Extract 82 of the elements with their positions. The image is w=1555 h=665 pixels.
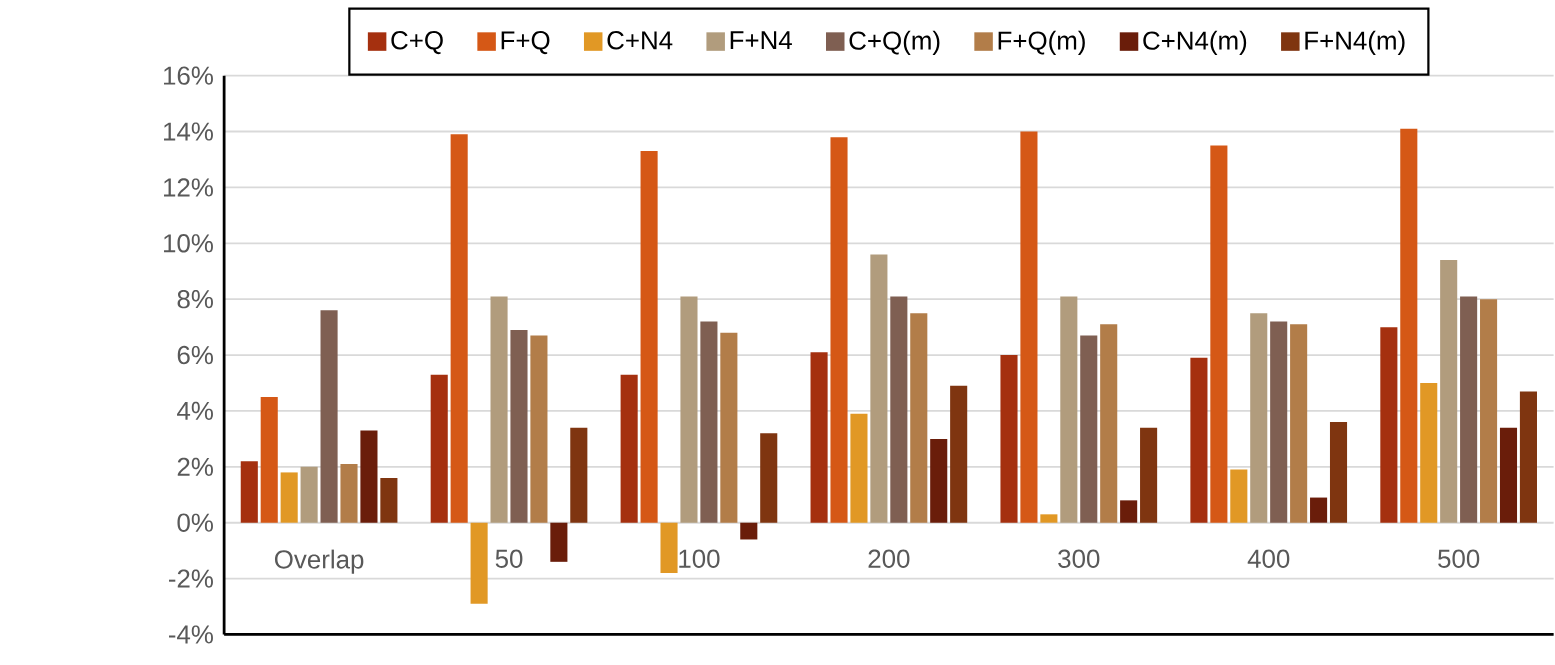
bar [680,296,698,523]
bar [1329,422,1348,523]
y-tick-label: -4% [168,625,213,644]
bar [870,254,888,523]
y-tick-label: 0% [177,513,213,532]
bar [950,385,968,523]
bar [280,472,298,523]
bar [1380,327,1398,523]
bar [1060,296,1078,523]
bar [720,332,738,523]
bar [1290,324,1308,523]
bar [890,296,908,523]
bar [830,137,848,523]
bar [1120,500,1138,523]
bar [1460,296,1478,523]
bar [1270,321,1288,523]
legend-label: C+N4(m) [1143,30,1247,55]
x-tick-label: 200 [868,549,910,568]
x-tick-label: 100 [679,549,720,568]
bar [1250,313,1268,523]
bar [640,151,658,523]
bar [570,427,588,523]
bar [1100,324,1118,523]
bar [490,296,508,523]
bar [1040,514,1058,523]
bar [260,396,278,523]
bar [1310,497,1328,523]
bar [1210,145,1228,523]
bar [1480,299,1498,523]
y-tick-label: 12% [164,178,213,197]
bar [1080,335,1098,523]
x-tick-label: 300 [1058,549,1100,568]
bar [1499,427,1518,523]
bar [760,433,778,523]
bar [1230,469,1248,523]
legend-label: F+N4(m) [1305,30,1405,55]
x-tick-label: Overlap [274,549,364,574]
bar [340,463,358,523]
x-tick-label: 400 [1247,549,1290,568]
bar [620,374,638,523]
bar [240,461,258,523]
legend-label: F+Q [501,31,550,55]
bar [910,313,928,523]
bar [550,522,568,562]
bar [930,438,948,523]
bar [1000,354,1018,523]
bar [300,466,318,523]
bar [320,310,338,523]
bar [740,522,758,540]
x-tick-label: 50 [495,549,523,568]
bar [850,413,868,523]
bar [1190,357,1208,523]
legend-label: C+Q(m) [849,30,940,55]
legend-label: F+N4 [730,31,792,49]
bar [430,374,448,523]
bar [470,522,488,604]
bar [450,134,468,523]
bar [1020,131,1038,523]
bar [1400,128,1418,523]
bar [1420,382,1438,523]
y-tick-label: 6% [177,345,213,365]
bar [510,329,528,523]
bar [1440,259,1458,523]
x-tick-label: 500 [1438,549,1480,568]
y-tick-label: 10% [164,234,213,253]
y-tick-label: 8% [177,289,213,309]
bar [810,352,828,523]
y-tick-label: 14% [164,122,213,141]
bar [380,477,398,523]
y-tick-label: 4% [177,401,213,420]
legend-label: C+Q [391,31,443,55]
bar [1140,427,1158,523]
legend-label: C+N4 [607,31,673,50]
bar [700,321,718,523]
legend-label: F+Q(m) [998,30,1085,55]
bar [530,335,548,523]
bar [660,522,678,573]
y-tick-label: 16% [164,66,213,85]
y-tick-label: -2% [168,569,213,588]
y-tick-label: 2% [177,457,213,476]
bar [1519,391,1537,523]
bar [360,430,378,523]
